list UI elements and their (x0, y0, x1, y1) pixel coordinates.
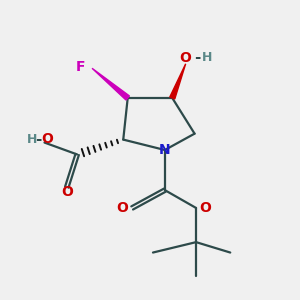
Text: F: F (76, 60, 86, 74)
Text: H: H (202, 51, 212, 64)
Text: O: O (117, 201, 129, 215)
Text: O: O (41, 132, 53, 146)
Text: O: O (61, 184, 73, 199)
Polygon shape (170, 64, 186, 99)
Text: N: N (159, 143, 171, 157)
Text: H: H (27, 133, 37, 146)
Polygon shape (92, 68, 129, 100)
Text: O: O (180, 51, 192, 65)
Text: -: - (35, 131, 42, 146)
Text: O: O (200, 201, 211, 215)
Text: -: - (194, 50, 200, 65)
